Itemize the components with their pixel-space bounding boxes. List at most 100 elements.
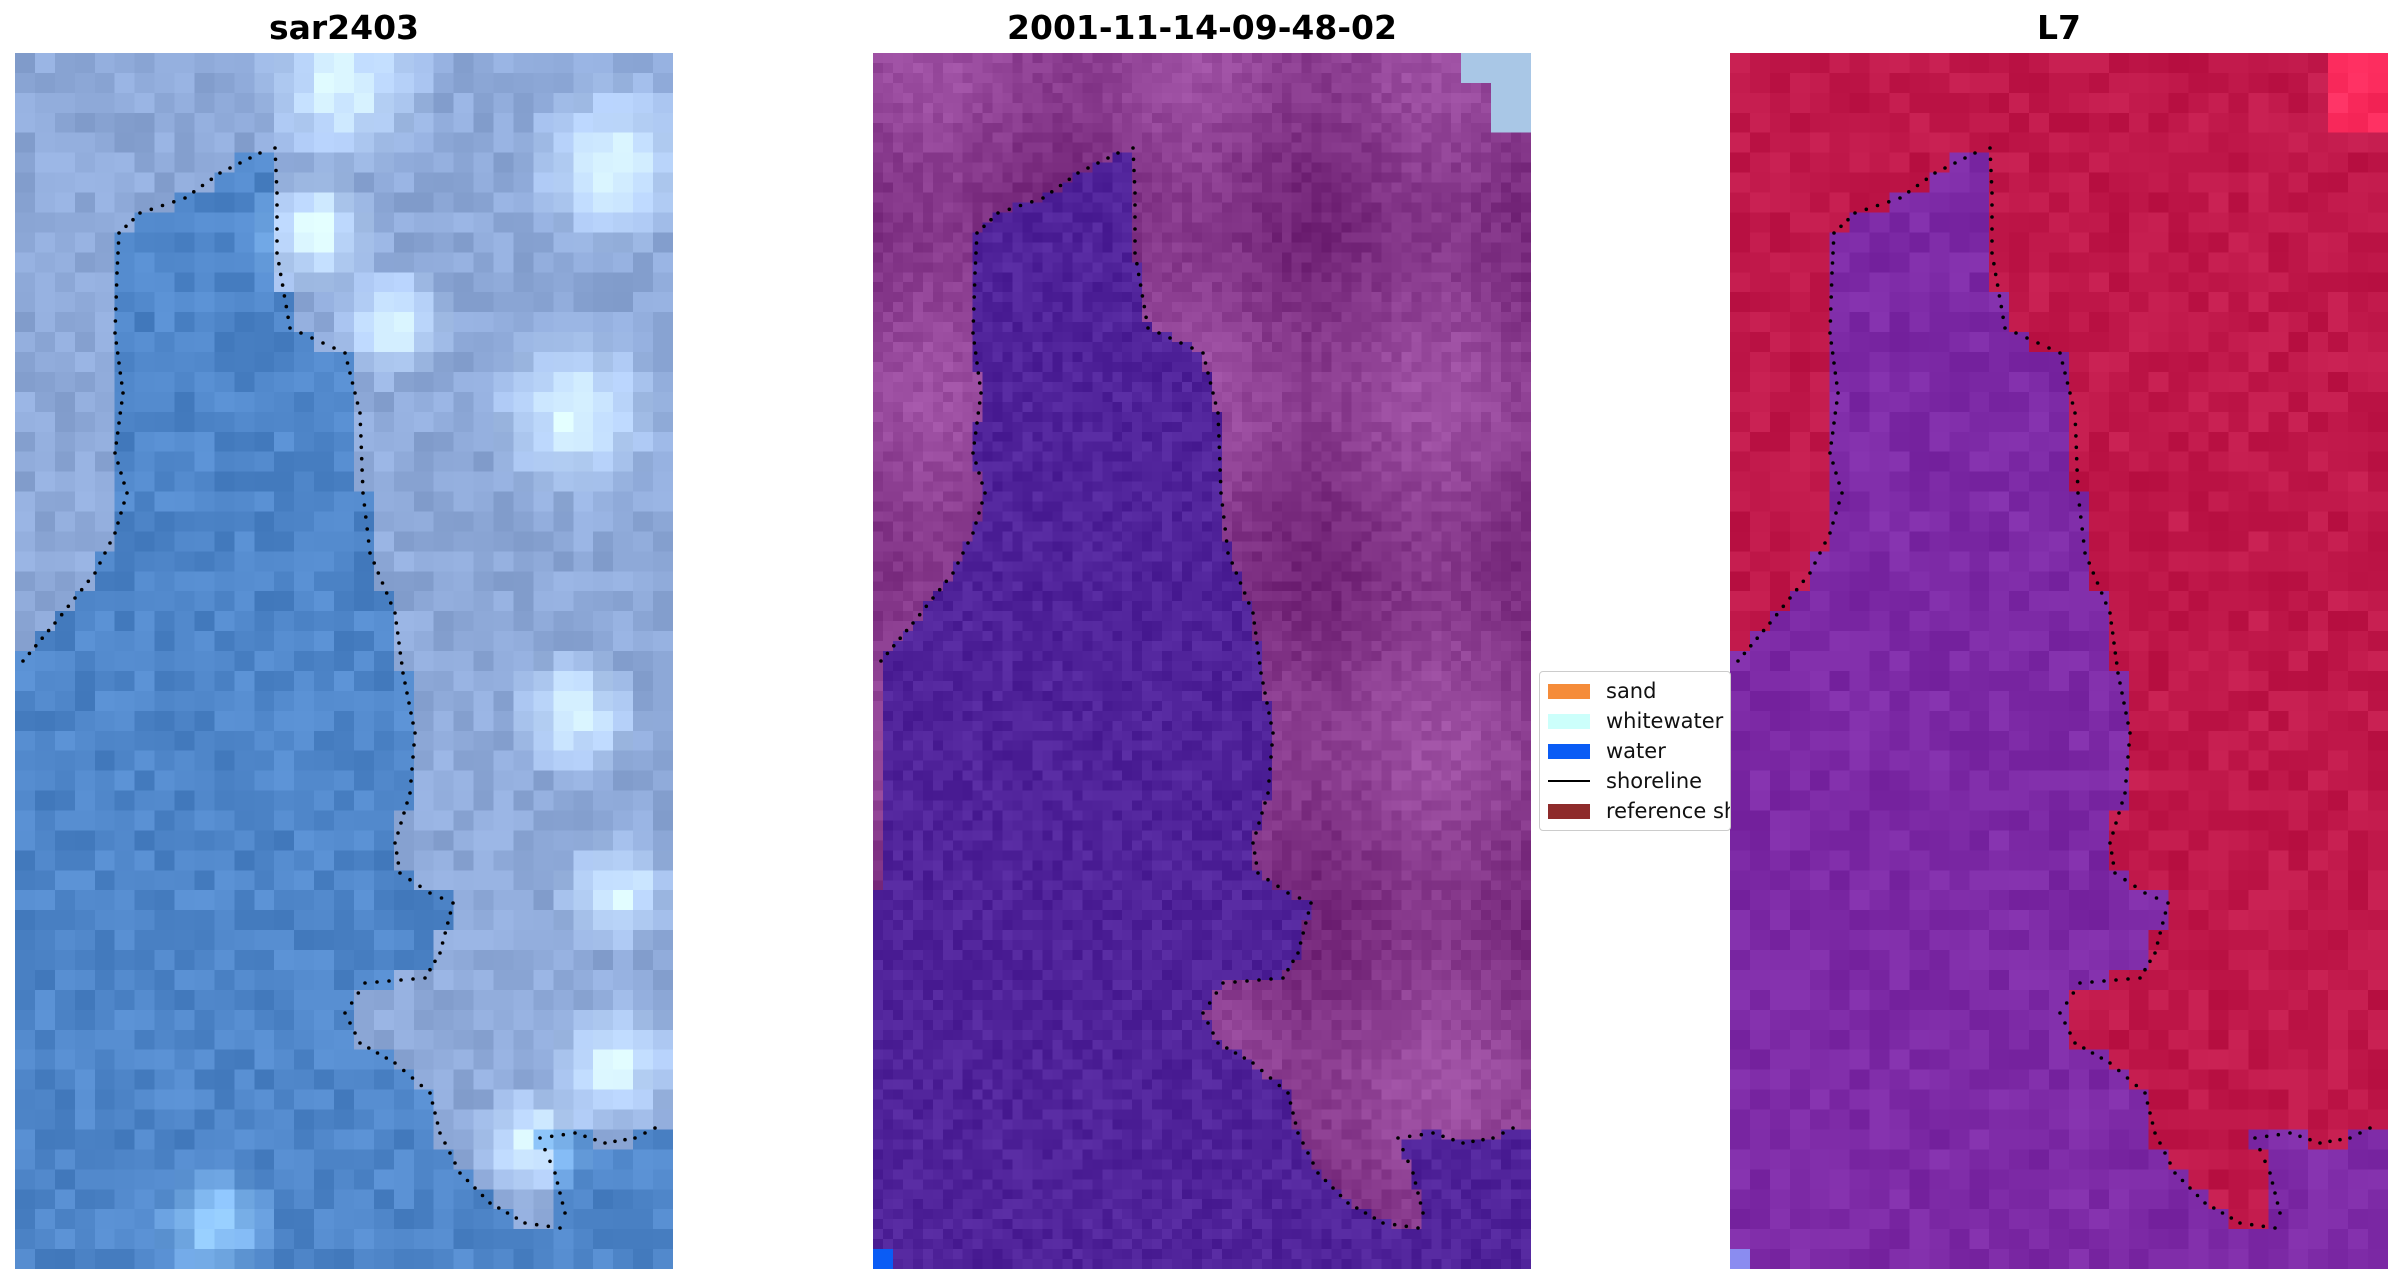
shoreline-point: [59, 612, 64, 617]
shoreline-point: [1990, 215, 1994, 219]
shoreline-point: [1133, 191, 1137, 195]
shoreline-point: [972, 341, 977, 345]
shoreline-point: [1263, 691, 1267, 695]
shoreline-point: [1915, 183, 1920, 188]
shoreline-point: [2153, 1131, 2157, 1135]
shoreline-point: [53, 621, 57, 625]
shoreline-point: [1260, 811, 1264, 815]
shoreline-point: [345, 361, 350, 365]
shoreline-point: [122, 501, 126, 505]
shoreline-point: [2113, 651, 2118, 655]
shoreline-point: [2249, 1222, 2254, 1227]
legend-label: whitewater: [1606, 709, 1724, 733]
shoreline-point: [1233, 980, 1237, 984]
shoreline-point: [2073, 422, 2078, 427]
shoreline-point: [2308, 1137, 2312, 1142]
shoreline-point: [974, 251, 978, 255]
shoreline-point: [2087, 561, 2091, 565]
shoreline-point: [1238, 581, 1243, 585]
shoreline-point: [1252, 621, 1257, 625]
shoreline-point: [355, 401, 360, 405]
shoreline-point: [1834, 511, 1838, 515]
shoreline-point: [435, 1121, 440, 1125]
shoreline-point: [121, 391, 125, 395]
shoreline-point: [113, 451, 117, 455]
shoreline-point: [1831, 521, 1835, 525]
shoreline-point: [395, 631, 400, 635]
shoreline-point: [1501, 1131, 1505, 1135]
shoreline-point: [1834, 471, 1838, 475]
shoreline-point: [546, 1224, 551, 1229]
shoreline-point: [398, 871, 402, 875]
shoreline-point: [398, 651, 403, 655]
shoreline-point: [343, 1011, 347, 1015]
shoreline-point: [2298, 1134, 2302, 1139]
shoreline-point: [951, 571, 955, 575]
shoreline-point: [343, 351, 347, 355]
shoreline-point: [1381, 1221, 1385, 1225]
shoreline-point: [1288, 1101, 1293, 1105]
shoreline-point: [1254, 831, 1258, 835]
shoreline-point: [1416, 1191, 1420, 1195]
shoreline-point: [1988, 146, 1992, 150]
shoreline-point: [365, 527, 370, 531]
shoreline-point: [2091, 571, 2096, 575]
shoreline-point: [1251, 1061, 1255, 1065]
shoreline-point: [356, 991, 361, 995]
shoreline-point: [448, 1151, 452, 1155]
shoreline-point: [1291, 959, 1295, 964]
shoreline-point: [410, 767, 414, 771]
shoreline-point: [394, 621, 399, 625]
shoreline-point: [1396, 1136, 1400, 1140]
classified-image: [873, 53, 1531, 1269]
shoreline-point: [1266, 877, 1270, 882]
shoreline-point: [1875, 203, 1880, 208]
shoreline-point: [1256, 651, 1261, 655]
shoreline-point: [1276, 884, 1280, 889]
shoreline-point: [405, 801, 409, 805]
shoreline-point: [979, 391, 983, 395]
shoreline-point: [419, 1083, 424, 1088]
shoreline-point: [124, 224, 128, 229]
shoreline-point: [1323, 1178, 1328, 1183]
shoreline-point: [1749, 644, 1753, 648]
shoreline-point: [1253, 631, 1258, 635]
shoreline-point: [1990, 203, 1994, 207]
shoreline-point: [1132, 180, 1137, 184]
shoreline-point: [275, 191, 279, 195]
shoreline-point: [27, 651, 32, 656]
shoreline-point: [975, 361, 979, 365]
shoreline-point: [440, 941, 445, 945]
rgb-image-panel: [15, 53, 673, 1269]
shoreline-point: [1133, 227, 1137, 231]
shoreline-point: [2328, 1139, 2332, 1144]
shoreline-point: [2143, 891, 2147, 895]
shoreline-point: [1131, 146, 1135, 150]
shoreline-point: [119, 471, 123, 475]
shoreline-point: [115, 261, 120, 265]
shoreline-point: [977, 471, 981, 475]
shoreline-point: [972, 283, 977, 287]
shoreline-point: [1218, 468, 1222, 472]
shoreline-point: [1076, 171, 1080, 175]
shoreline-point: [40, 636, 44, 640]
shoreline-point: [1413, 1181, 1418, 1185]
shoreline-point: [119, 511, 123, 515]
shoreline-point: [1286, 967, 1290, 972]
shoreline-point: [1831, 241, 1836, 245]
shoreline-point: [433, 1111, 437, 1115]
shoreline-point: [1418, 1201, 1423, 1205]
shoreline-point: [1846, 217, 1850, 222]
shoreline-point: [977, 511, 981, 515]
shoreline-point: [114, 341, 119, 345]
shoreline-point: [1404, 1224, 1409, 1229]
shoreline-point: [1840, 491, 1844, 495]
shoreline-point: [1216, 422, 1221, 427]
shoreline-point: [118, 411, 123, 415]
shoreline-point: [904, 628, 909, 633]
shoreline-point: [1146, 326, 1150, 330]
shoreline-point: [2108, 841, 2112, 845]
shoreline-point: [1331, 1186, 1335, 1190]
shoreline-point: [412, 743, 416, 747]
shoreline-point: [1836, 391, 1840, 395]
